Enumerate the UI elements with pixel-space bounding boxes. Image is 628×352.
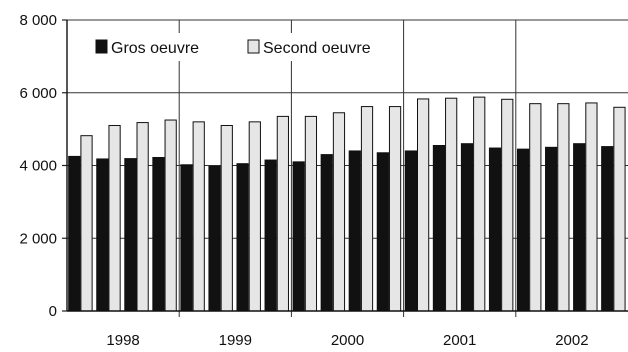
y-tick-label: 0 (49, 303, 57, 320)
bar-second-oeuvre (192, 121, 205, 312)
bar-gros-oeuvre (516, 148, 530, 312)
bar-gros-oeuvre (460, 143, 474, 312)
bar-gros-oeuvre (404, 150, 418, 312)
bar-gros-oeuvre (545, 146, 558, 312)
x-tick-label: 2000 (331, 332, 364, 349)
bar-gros-oeuvre (292, 161, 305, 312)
bar-second-oeuvre (388, 106, 402, 312)
bar-second-oeuvre (360, 106, 374, 312)
y-tick-label: 6 000 (19, 85, 57, 102)
bar-gros-oeuvre (180, 164, 193, 312)
bar-second-oeuvre (585, 102, 598, 312)
bar-gros-oeuvre (376, 152, 389, 312)
x-tick-label: 2001 (443, 332, 476, 349)
bar-gros-oeuvre (348, 150, 361, 312)
bar-second-oeuvre (473, 96, 486, 312)
bars (68, 96, 626, 312)
bar-gros-oeuvre (208, 165, 221, 312)
legend-swatch (95, 39, 108, 54)
x-tick-label: 1998 (106, 332, 139, 349)
bar-second-oeuvre (304, 115, 318, 312)
bar-gros-oeuvre (488, 147, 502, 312)
bar-gros-oeuvre (601, 146, 614, 312)
bar-gros-oeuvre (68, 155, 81, 312)
bar-gros-oeuvre (320, 154, 333, 312)
y-tick-label: 4 000 (19, 158, 57, 175)
bar-second-oeuvre (136, 122, 149, 312)
bar-second-oeuvre (613, 106, 626, 312)
legend-label: Second oeuvre (263, 40, 371, 57)
x-tick-label: 2002 (555, 332, 588, 349)
bar-gros-oeuvre (236, 163, 249, 312)
bar-second-oeuvre (276, 115, 289, 312)
grid-lines (67, 19, 628, 317)
bar-second-oeuvre (332, 112, 346, 312)
bar-gros-oeuvre (96, 158, 109, 312)
bar-second-oeuvre (445, 97, 458, 312)
bar-second-oeuvre (248, 121, 261, 312)
x-tick-label: 1999 (219, 332, 252, 349)
legend-background (80, 33, 398, 61)
bar-second-oeuvre (529, 103, 542, 312)
bar-gros-oeuvre (152, 156, 165, 312)
bar-second-oeuvre (164, 119, 177, 312)
y-tick-label: 8 000 (19, 12, 57, 29)
bar-gros-oeuvre (573, 143, 586, 312)
y-tick-label: 2 000 (19, 230, 57, 247)
legend-label: Gros oeuvre (111, 40, 199, 57)
bar-second-oeuvre (501, 98, 514, 312)
bar-second-oeuvre (220, 124, 233, 312)
axes: 0 2 000 4 000 6 000 8 000 1998 1999 2000 2001 200… (19, 12, 628, 349)
bar-second-oeuvre (557, 103, 570, 312)
bar-second-oeuvre (80, 135, 93, 312)
bar-second-oeuvre (417, 98, 430, 312)
bar-second-oeuvre (108, 124, 121, 312)
bar-gros-oeuvre (264, 159, 277, 312)
bar-gros-oeuvre (432, 144, 446, 312)
legend: Gros oeuvre Second oeuvre (80, 33, 398, 61)
legend-swatch (247, 39, 260, 54)
bar-gros-oeuvre (124, 158, 137, 312)
